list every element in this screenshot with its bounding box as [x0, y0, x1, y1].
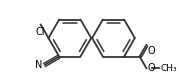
Text: Cl: Cl — [36, 27, 45, 37]
Text: O: O — [147, 63, 155, 73]
Text: O: O — [147, 46, 155, 56]
Text: N: N — [35, 60, 42, 70]
Text: CH₃: CH₃ — [160, 64, 177, 73]
